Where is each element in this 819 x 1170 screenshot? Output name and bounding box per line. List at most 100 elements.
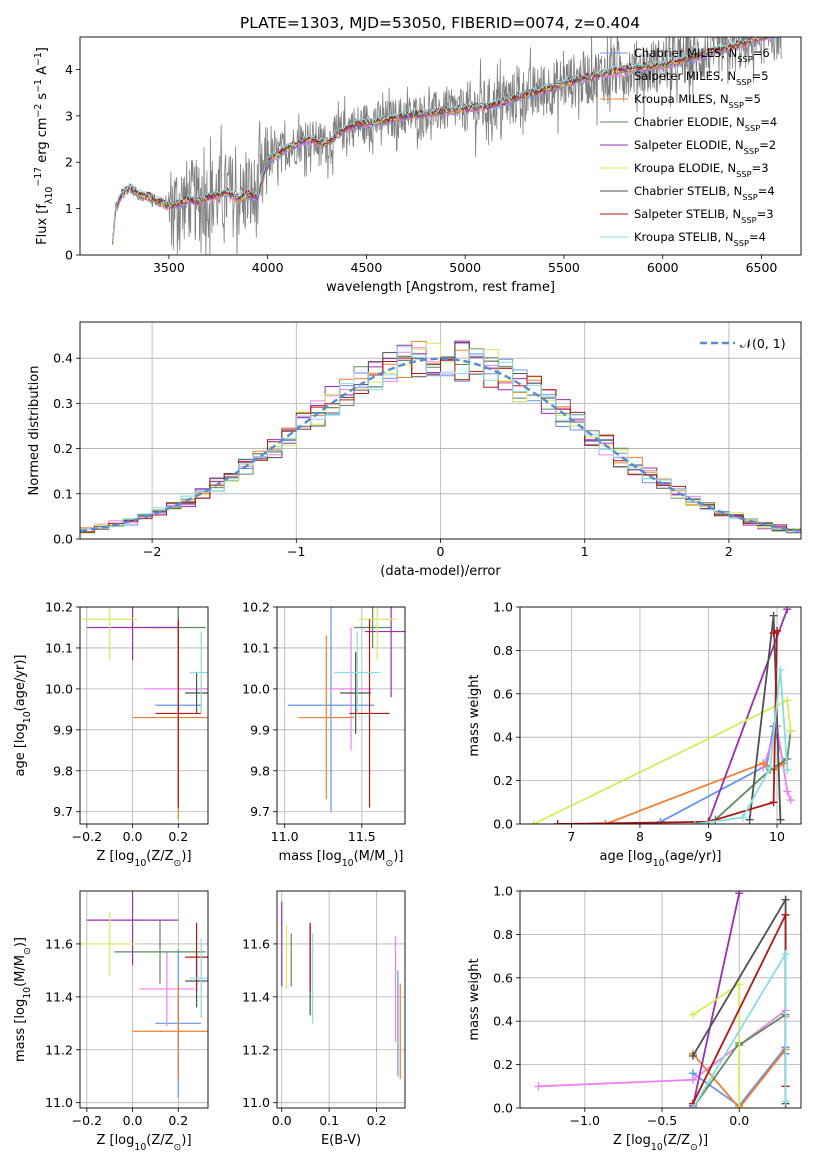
y-axis-label: mass [log10(M/M⊙)] bbox=[13, 937, 33, 1062]
label-part: ⊙ bbox=[174, 858, 182, 869]
weight-marker bbox=[786, 796, 795, 805]
weight-marker bbox=[688, 1075, 697, 1084]
y-tick-label: 11.4 bbox=[45, 989, 73, 1004]
y-tick-label: 10.0 bbox=[45, 681, 73, 696]
y-tick-label: 0.2 bbox=[53, 441, 73, 456]
plot-area bbox=[520, 891, 801, 1108]
plot-area bbox=[80, 891, 208, 1108]
label-part: 10 bbox=[22, 987, 33, 999]
x-tick-label: 11.0 bbox=[271, 829, 299, 844]
weight-marker bbox=[534, 1082, 543, 1091]
weight-marker bbox=[776, 815, 785, 824]
label-part: 10 bbox=[134, 858, 146, 869]
axes-age-vs-Z: −0.2 0.0 0.29.79.89.910.010.110.2Z [log10(… bbox=[13, 600, 209, 869]
y-tick-label: 0.8 bbox=[493, 643, 513, 658]
plot-area bbox=[277, 891, 405, 1108]
axes-mass-vs-Z: −0.2 0.0 0.211.011.211.411.6Z [log10(Z/Z⊙)… bbox=[13, 890, 209, 1153]
x-tick-label: 10 bbox=[769, 829, 785, 844]
legend-entry: Kroupa STELIB, NSSP=4 bbox=[634, 230, 766, 248]
y-tick-label: 0.8 bbox=[493, 927, 513, 942]
label-part: (Z/Z bbox=[146, 1133, 173, 1148]
y-tick-label: 10.0 bbox=[242, 681, 270, 696]
label-part: Flux [f bbox=[35, 204, 50, 245]
legend-text: Salpeter STELIB, N bbox=[634, 207, 741, 221]
legend-text: Chabrier STELIB, N bbox=[634, 184, 742, 198]
x-tick-label: 5500 bbox=[548, 260, 580, 275]
y-tick-label: 0.4 bbox=[53, 351, 73, 366]
legend-suffix: =3 bbox=[757, 207, 774, 221]
y-tick-label: 0.4 bbox=[493, 1014, 513, 1029]
histogram-kroupa-stelib bbox=[80, 346, 801, 532]
axes-frame bbox=[79, 36, 802, 256]
histogram-salpeter-stelib bbox=[80, 357, 801, 533]
model-line-kroupa-stelib bbox=[112, 37, 758, 243]
x-tick-label: 5000 bbox=[449, 260, 481, 275]
weight-marker bbox=[781, 1097, 790, 1106]
x-tick-label: 6500 bbox=[746, 260, 778, 275]
label-part: −17 bbox=[33, 167, 44, 187]
y-tick-label: 0.0 bbox=[493, 1101, 513, 1116]
normal-curve bbox=[80, 357, 801, 533]
weight-line-kroupa-miles bbox=[605, 762, 785, 824]
x-tick-label: 0.1 bbox=[319, 1113, 339, 1128]
x-axis-label: Z [log10(Z/Z⊙)] bbox=[96, 1133, 191, 1153]
y-tick-label: 11.2 bbox=[242, 1042, 270, 1057]
label-part: erg cm bbox=[35, 117, 50, 166]
axes-weight-vs-Z: −1.0 −0.5 0.0 0.0 0.2 0.4 0.6 0.8 1.0 Z [log10(Z/… bbox=[467, 884, 802, 1153]
y-tick-label: 0.1 bbox=[53, 486, 73, 501]
x-axis-label: wavelength [Angstrom, rest frame] bbox=[326, 280, 555, 295]
weight-marker bbox=[776, 665, 785, 674]
x-tick-label: −0.5 bbox=[647, 1113, 677, 1128]
axes-frame bbox=[79, 606, 209, 825]
y-tick-label: 1.0 bbox=[493, 600, 513, 615]
weight-marker bbox=[688, 1010, 697, 1019]
legend-text: Kroupa ELODIE, N bbox=[634, 161, 736, 175]
label-part: ⊙ bbox=[385, 858, 393, 869]
x-tick-label: 1 bbox=[581, 544, 589, 559]
weight-marker bbox=[781, 910, 790, 919]
x-tick-label: 4000 bbox=[252, 260, 284, 275]
x-tick-label: 0.2 bbox=[168, 1113, 188, 1128]
y-tick-label: 9.8 bbox=[53, 763, 73, 778]
legend-suffix: =2 bbox=[759, 138, 776, 152]
x-tick-label: 8 bbox=[636, 829, 644, 844]
legend-suffix: =6 bbox=[753, 46, 770, 60]
label-part: 10 bbox=[653, 858, 665, 869]
y-axis-label: mass weight bbox=[467, 958, 482, 1040]
legend-sub: SSP bbox=[736, 169, 751, 179]
y-tick-label: 10.2 bbox=[242, 600, 270, 615]
figure-title: PLATE=1303, MJD=53050, FIBERID=0074, z=0… bbox=[240, 14, 640, 32]
label-part: Z [log bbox=[96, 1133, 134, 1148]
x-tick-label: −0.2 bbox=[72, 1113, 102, 1128]
label-part: mass [log bbox=[279, 849, 342, 864]
x-tick-label: 2 bbox=[725, 544, 733, 559]
y-axis-label: age [log10(age/yr)] bbox=[13, 655, 33, 777]
weight-marker bbox=[529, 820, 538, 824]
weight-marker bbox=[783, 765, 792, 774]
weight-marker bbox=[781, 949, 790, 958]
label-part: 10 bbox=[44, 187, 55, 199]
y-tick-label: 1.0 bbox=[493, 884, 513, 899]
legend-sub: SSP bbox=[742, 192, 757, 202]
x-tick-label: 6000 bbox=[647, 260, 679, 275]
weight-marker bbox=[783, 607, 792, 614]
label-part: −1 bbox=[33, 52, 44, 66]
y-tick-label: 11.4 bbox=[242, 989, 270, 1004]
weight-marker bbox=[601, 820, 610, 824]
label-part: Z [log bbox=[613, 1133, 651, 1148]
label-part: (M/M bbox=[13, 955, 28, 987]
axes-spectrum: 3500 4000 4500 5000 5500 6000 6500 0 1 2 3 4 wavelen… bbox=[33, 36, 802, 295]
plot-area bbox=[520, 607, 801, 824]
weight-marker bbox=[759, 759, 768, 768]
legend-sub: SSP bbox=[729, 100, 744, 110]
label-part: (Z/Z bbox=[663, 1133, 690, 1148]
plot-area bbox=[277, 607, 405, 824]
y-tick-label: 0.3 bbox=[53, 396, 73, 411]
y-tick-label: 0.6 bbox=[493, 686, 513, 701]
legend-text: Kroupa STELIB, N bbox=[634, 230, 734, 244]
legend-entry: Kroupa ELODIE, NSSP=3 bbox=[634, 161, 769, 179]
label-part: (age/yr)] bbox=[13, 655, 28, 712]
weight-marker bbox=[766, 763, 775, 772]
weight-marker bbox=[769, 629, 778, 638]
